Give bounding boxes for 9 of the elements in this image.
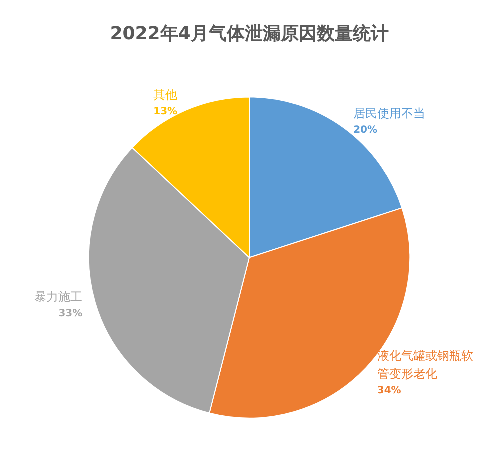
data-label: 33% <box>58 308 83 320</box>
chart-title: 2022年4月气体泄漏原因数量统计 <box>110 24 389 44</box>
data-label: 20% <box>354 124 378 136</box>
slice-label: 其他 <box>154 88 178 102</box>
data-label: 13% <box>154 106 178 118</box>
slice-label: 居民使用不当 <box>354 106 426 120</box>
slice-label: 液化气罐或钢瓶软管变形老化 <box>377 349 474 382</box>
slice-label: 暴力施工 <box>34 290 83 304</box>
data-label: 34% <box>377 386 402 397</box>
